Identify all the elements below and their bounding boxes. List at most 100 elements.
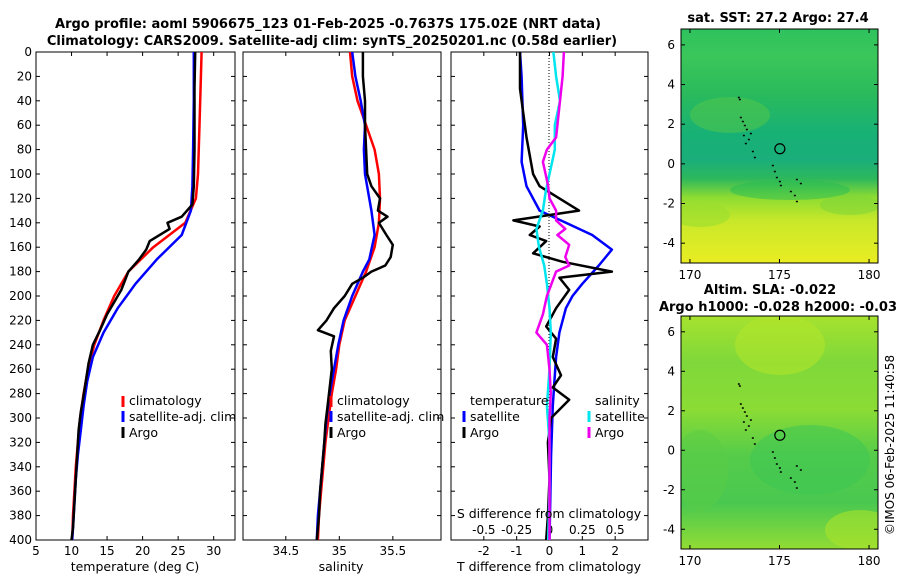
temperature-x-axis: 5 10 15 20 25 30 <box>32 52 221 558</box>
island-dot <box>751 150 754 153</box>
t-difference-xlabel: T difference from climatology <box>456 559 642 574</box>
lat-tick-label: -4 <box>663 236 675 250</box>
depth-tick-label: 0 <box>24 45 32 59</box>
legend-heading-salinity: salinity <box>595 393 640 408</box>
legend-label-s-satellite: satellite <box>595 409 645 424</box>
island-dot <box>779 471 782 473</box>
series-s-satellite <box>535 51 562 541</box>
x-tick-label: -1 <box>511 544 523 558</box>
island-dot <box>737 383 740 385</box>
sla-patch <box>750 425 870 495</box>
sla-patch <box>735 316 825 375</box>
figure-title-line2: Climatology: CARS2009. Satellite-adj cli… <box>47 34 617 49</box>
lon-tick-label: 170 <box>679 268 702 282</box>
island-dot <box>742 421 745 423</box>
island-dot <box>749 419 752 421</box>
lat-tick-label: 4 <box>667 364 675 378</box>
island-dot <box>753 443 756 445</box>
island-dot <box>775 463 778 465</box>
temperature-xlabel: temperature (deg C) <box>71 559 200 574</box>
s-difference-xlabel: S difference from climatology <box>457 506 642 521</box>
salinity-legend: climatology satellite-adj. clim Argo <box>329 393 444 440</box>
x-tick-label: 2 <box>611 544 619 558</box>
legend-label-argo: Argo <box>129 425 158 440</box>
s-diff-tick-label: 0.5 <box>606 523 625 537</box>
salinity-x-axis: 34.5 35 35.5 <box>272 52 406 558</box>
x-tick-label: 0 <box>546 544 554 558</box>
island-dot <box>744 142 747 145</box>
difference-series <box>512 51 614 541</box>
island-dot <box>799 469 802 471</box>
depth-tick-label: 80 <box>17 143 32 157</box>
salinity-profile-panel: 34.5 35 35.5 salinity climatology satellit… <box>242 51 444 574</box>
island-dot <box>745 128 748 131</box>
sst-patch <box>730 180 850 200</box>
island-dot <box>778 180 781 183</box>
legend-label-s-argo: Argo <box>595 425 624 440</box>
lat-tick-label: -2 <box>663 197 675 211</box>
depth-tick-label: 240 <box>9 338 32 352</box>
depth-tick-label: 180 <box>9 265 32 279</box>
sla-patch <box>825 510 878 549</box>
depth-tick-label: 160 <box>9 240 32 254</box>
x-tick-label: 35.5 <box>379 544 406 558</box>
salinity-y-ticks <box>243 51 441 541</box>
island-dot <box>789 190 792 193</box>
x-tick-label: 15 <box>99 544 114 558</box>
island-dot <box>739 403 742 405</box>
sst-map-axes: 170 175 180 -4 -2 0 2 4 6 <box>663 29 880 282</box>
island-dot <box>741 407 744 409</box>
island-dot <box>737 96 740 99</box>
lat-tick-label: 6 <box>667 38 675 52</box>
difference-y-ticks <box>451 51 648 541</box>
sst-patch <box>690 97 770 133</box>
argo-location-marker <box>774 143 786 155</box>
island-dot <box>743 124 746 127</box>
island-dot <box>745 415 748 417</box>
depth-tick-label: 140 <box>9 216 32 230</box>
difference-profile-panel: -2 -1 0 1 2 -0.5 -0.25 0 0.25 0.5 T difference f… <box>450 51 649 574</box>
difference-legend-salinity: salinity satellite Argo <box>587 393 645 440</box>
sst-field <box>681 29 878 263</box>
island-dot <box>795 465 798 467</box>
x-tick-label: 25 <box>171 544 186 558</box>
imos-timestamp-watermark: ©IMOS 06-Feb-2025 11:40:58 <box>883 355 897 535</box>
sst-map-title: sat. SST: 27.2 Argo: 27.4 <box>687 11 868 26</box>
s-diff-tick-label: 0.25 <box>569 523 596 537</box>
island-dot <box>753 156 756 159</box>
legend-label-t-argo: Argo <box>470 425 499 440</box>
island-dot <box>795 487 798 489</box>
depth-tick-label: 200 <box>9 289 32 303</box>
temperature-axes-frame <box>35 51 236 541</box>
island-dot <box>751 437 754 439</box>
depth-tick-label: 260 <box>9 362 32 376</box>
depth-tick-label: 60 <box>17 118 32 132</box>
legend-label-t-satellite: satellite <box>470 409 520 424</box>
series-s-argo <box>535 51 571 540</box>
sla-heatmap <box>681 316 878 549</box>
island-dot <box>779 184 782 187</box>
depth-tick-label: 220 <box>9 313 32 327</box>
temperature-profile-panel: 0 20 40 60 80 100 120 140 160 180 200 220 240 260 280 3… <box>9 45 236 574</box>
s-diff-tick-label: -0.25 <box>501 523 532 537</box>
depth-tick-label: 100 <box>9 167 32 181</box>
difference-legend-temperature: temperature satellite Argo <box>462 393 549 440</box>
salinity-axes-frame <box>242 51 442 541</box>
temperature-series <box>70 51 203 541</box>
lat-tick-label: 0 <box>667 443 675 457</box>
salinity-series <box>315 51 395 541</box>
x-tick-label: 35 <box>332 544 347 558</box>
x-tick-label: 10 <box>64 544 79 558</box>
island-dot <box>744 429 747 431</box>
legend-label-climatology: climatology <box>337 393 410 408</box>
island-dot <box>778 467 781 469</box>
depth-tick-label: 400 <box>9 533 32 547</box>
island-dot <box>738 385 741 387</box>
lon-tick-label: 180 <box>858 554 881 568</box>
series-argo <box>70 51 197 541</box>
lon-tick-label: 170 <box>679 554 702 568</box>
island-dot <box>795 200 798 203</box>
depth-tick-label: 280 <box>9 387 32 401</box>
sla-patch <box>681 430 728 510</box>
